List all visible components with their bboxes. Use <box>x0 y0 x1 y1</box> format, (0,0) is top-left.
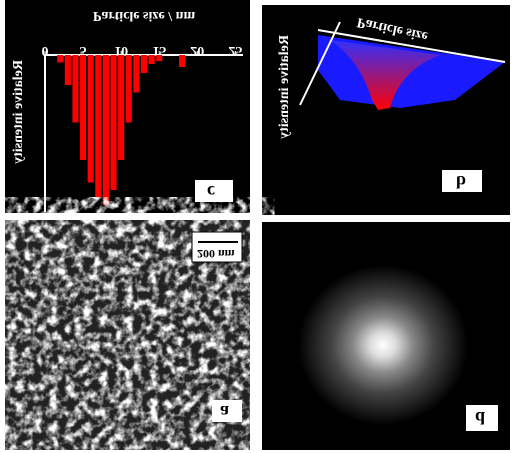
y-axis-label: Relative intensity <box>11 60 26 164</box>
bar <box>87 55 94 183</box>
label-box <box>195 180 233 202</box>
x-tick-label: 10 <box>114 43 128 58</box>
panel-label: a <box>220 402 229 422</box>
bar <box>72 55 79 123</box>
scale-box <box>191 231 243 263</box>
bar <box>80 55 87 160</box>
bar <box>95 55 102 198</box>
axis-label: Relative intensity <box>277 35 292 139</box>
bar <box>102 55 109 205</box>
bar <box>179 55 186 67</box>
x-tick-label: 20 <box>190 43 204 58</box>
bar <box>125 55 132 123</box>
axis-line <box>299 21 341 106</box>
panel-label: b <box>456 172 466 192</box>
bar <box>110 55 117 190</box>
x-tick-label: 5 <box>80 43 87 58</box>
panel-label: d <box>475 408 485 428</box>
bar <box>148 55 155 64</box>
x-tick-label: 0 <box>42 43 49 58</box>
label-box <box>212 400 242 422</box>
bar <box>57 55 64 63</box>
x-tick-label: 15 <box>152 43 166 58</box>
x-axis-label: Particle size / nm <box>93 8 196 23</box>
bar <box>133 55 140 93</box>
diffraction-pattern <box>298 265 468 425</box>
panel-label: c <box>207 182 215 202</box>
bar <box>118 55 125 160</box>
scale-label: 200 nm <box>197 247 235 261</box>
label-box <box>442 170 482 192</box>
axis-line <box>317 29 506 63</box>
bar <box>156 55 163 61</box>
bar <box>140 55 148 73</box>
surface-peak <box>330 40 440 110</box>
label-box <box>466 405 498 431</box>
chart-c: 0 5 10 15 20 25 Particle size / nm Relative int… <box>11 8 243 212</box>
x-tick-label: 25 <box>228 43 242 58</box>
bar <box>64 55 71 85</box>
